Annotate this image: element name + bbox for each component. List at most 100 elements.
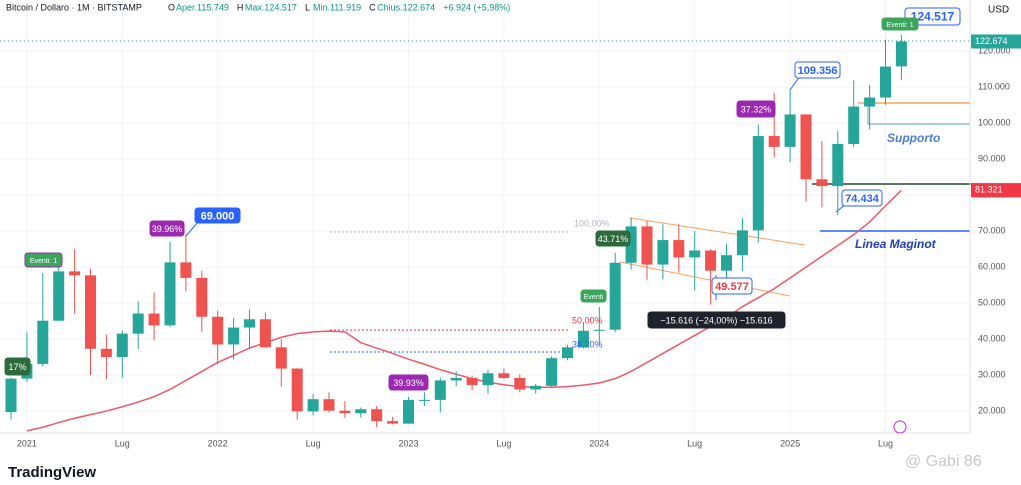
ohlc-key: C xyxy=(369,2,376,12)
annotation: −15.616 (−24,00%) −15.616 xyxy=(660,315,772,325)
ohlc-key: O xyxy=(168,2,175,12)
annotation: 43.71% xyxy=(598,234,629,244)
annotation: 109.356 xyxy=(798,65,838,77)
annotation-box xyxy=(711,277,753,295)
price-tag xyxy=(971,34,1021,49)
candle-body xyxy=(5,378,17,413)
annotation: 38,20% xyxy=(572,339,603,349)
candle-body xyxy=(275,347,287,369)
candle-body xyxy=(339,410,351,414)
annotation-box xyxy=(595,230,631,247)
annotation: 17% xyxy=(8,362,26,372)
candle-body xyxy=(641,226,653,265)
ohlc-value: Chius.122.674 xyxy=(377,2,435,12)
annotation: Eventi: 1 xyxy=(886,22,913,29)
candle-body xyxy=(259,319,271,348)
price-tag xyxy=(971,183,1021,198)
candle-body xyxy=(864,97,876,107)
y-tick-label: 60.000 xyxy=(978,261,1006,271)
annotation-box xyxy=(736,100,776,118)
candle-body xyxy=(132,313,144,334)
candle-body xyxy=(816,179,828,187)
annotation: 124.517 xyxy=(911,10,955,24)
candle-body xyxy=(69,271,81,276)
candle-body xyxy=(689,250,701,258)
x-tick-label: Lug xyxy=(306,438,321,448)
annotation: 39.96% xyxy=(152,224,183,234)
candle-body xyxy=(609,262,621,330)
candle-body xyxy=(498,373,510,378)
annotation: 74.434 xyxy=(845,193,880,205)
candle-body xyxy=(196,277,208,317)
annotation-box xyxy=(194,207,241,224)
annotation: Linea Maginot xyxy=(855,237,937,251)
candle-body xyxy=(180,262,192,278)
candle-body xyxy=(705,250,717,271)
candle-body xyxy=(164,262,176,326)
candle-body xyxy=(450,377,462,381)
y-tick-label: 70.000 xyxy=(978,225,1006,235)
candle-body xyxy=(657,240,669,265)
candle-body xyxy=(832,143,844,187)
annotation: 69.000 xyxy=(201,210,235,222)
x-tick-label: Lug xyxy=(496,438,511,448)
candle-body xyxy=(148,313,160,326)
candle-body xyxy=(323,399,335,411)
x-tick-label: Lug xyxy=(878,438,893,448)
candle-body xyxy=(387,421,399,424)
candle-body xyxy=(546,358,558,386)
price-tag-label: 122.674 xyxy=(975,36,1008,46)
y-tick-label: 30.000 xyxy=(978,369,1006,379)
candle-body xyxy=(673,240,685,258)
x-tick-label: 2024 xyxy=(589,438,609,448)
candle-body xyxy=(307,399,319,412)
y-tick-label: 120.000 xyxy=(978,45,1011,55)
x-tick-label: 2022 xyxy=(208,438,228,448)
candle-body xyxy=(593,329,605,331)
candle-body xyxy=(291,368,303,412)
candle-body xyxy=(752,136,764,231)
candle-body xyxy=(116,333,128,358)
candle-body xyxy=(418,399,430,401)
price-tag-label: 81.321 xyxy=(975,185,1003,195)
candle-body xyxy=(403,399,414,424)
x-tick-label: 2023 xyxy=(398,438,418,448)
annotation-box xyxy=(4,357,31,376)
x-tick-label: Lug xyxy=(115,438,130,448)
y-tick-label: 50.000 xyxy=(978,297,1006,307)
candle-body xyxy=(880,66,891,98)
candle-body xyxy=(482,373,494,386)
candle-body xyxy=(800,114,812,180)
candle-body xyxy=(721,255,732,271)
watermark: @ Gabi 86 xyxy=(905,453,982,470)
annotation: 100,00% xyxy=(574,218,610,228)
candle-body xyxy=(625,226,637,263)
candle-body xyxy=(514,377,526,390)
event-icon xyxy=(893,420,907,434)
annotation: 39.93% xyxy=(393,378,424,388)
symbol: Bitcoin / Dollaro · 1M · BITSTAMP xyxy=(6,2,142,12)
annotation-box xyxy=(794,61,841,79)
change: +6.924 (+5,98%) xyxy=(443,2,510,12)
annotation: 50,00% xyxy=(572,315,603,325)
candle-body xyxy=(768,136,780,147)
candle-body xyxy=(244,319,255,328)
candle-body xyxy=(371,409,383,422)
candle-body xyxy=(434,380,446,400)
arrow xyxy=(185,221,199,237)
annotation: Eventi xyxy=(584,294,604,301)
annotation-box xyxy=(24,252,63,268)
ohlc-value: Min.111.919 xyxy=(313,2,361,12)
candle-body xyxy=(530,385,542,390)
y-tick-label: 110.000 xyxy=(978,81,1010,91)
candle-body xyxy=(212,316,224,345)
candle-body xyxy=(562,347,573,359)
annotation-box xyxy=(388,374,429,391)
annotation-box xyxy=(841,189,883,207)
candle-body xyxy=(466,377,478,386)
support-line xyxy=(867,104,970,125)
candle-body xyxy=(100,348,112,358)
annotation: 37.32% xyxy=(741,104,772,114)
